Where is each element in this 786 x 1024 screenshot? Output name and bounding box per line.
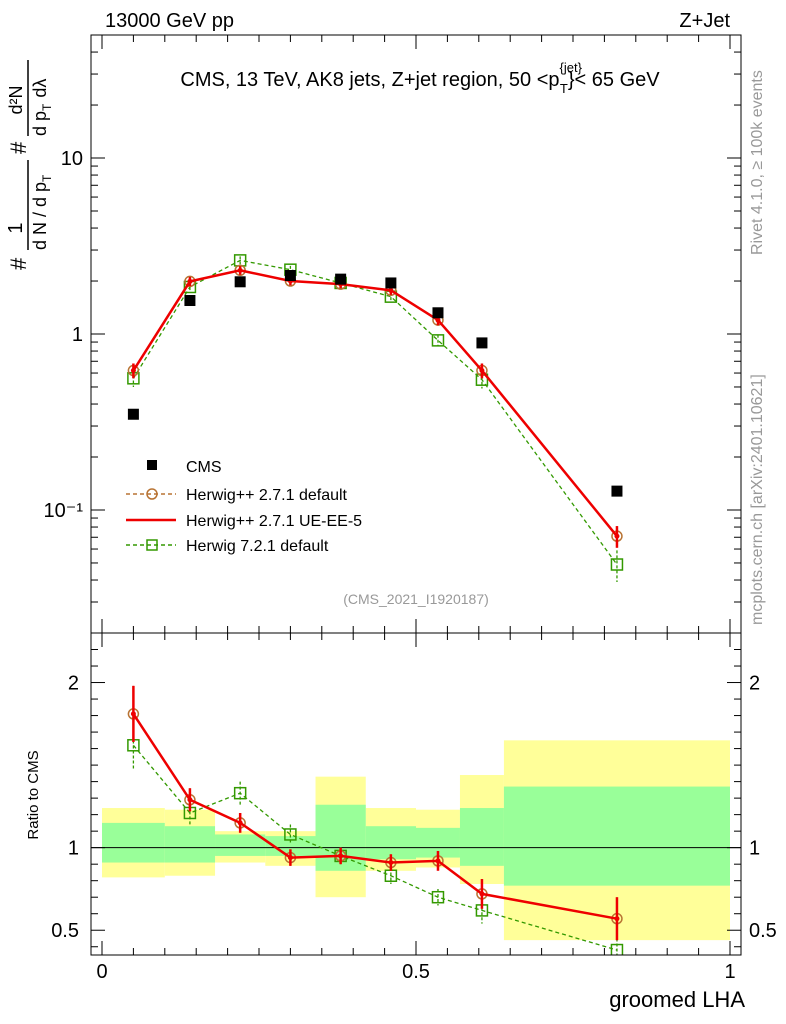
main-herwig-2-7-1-ue-ee-5-point bbox=[614, 533, 620, 539]
main-herwig-7-2-1-default-point bbox=[610, 558, 624, 571]
main-herwig-2-7-1-ue-ee-5-point bbox=[479, 368, 485, 374]
cms-data-point bbox=[284, 269, 296, 281]
legend-label-herwigpp-ueee5: Herwig++ 2.7.1 UE-EE-5 bbox=[186, 513, 362, 530]
x-axis-label: groomed LHA bbox=[609, 987, 745, 1012]
legend-label-cms: CMS bbox=[186, 459, 222, 476]
main-y-tick-label: 1 bbox=[72, 324, 83, 346]
ratio-green-band-bin bbox=[503, 786, 730, 886]
legend-marker-cms bbox=[147, 460, 157, 470]
main-y-tick-label: 10 bbox=[61, 148, 83, 170]
main-herwig-2-7-1-ue-ee-5-point bbox=[187, 278, 193, 284]
ratio-y-tick-label-right: 0.5 bbox=[749, 920, 777, 942]
ratio-y-tick-label-right: 2 bbox=[749, 673, 760, 695]
ratio-green-band-bin bbox=[265, 836, 316, 856]
legend-marker-herwig7 bbox=[146, 539, 158, 551]
ratio-herwig-2-7-1-ue-ee-5-point bbox=[479, 891, 485, 897]
legend-entry-herwigpp-ueee5: Herwig++ 2.7.1 UE-EE-5 bbox=[126, 513, 362, 530]
cms-data-point bbox=[127, 408, 139, 420]
ylabel-frac2-num: d²N bbox=[6, 85, 26, 114]
ylabel-frac1-den: d N / d pT bbox=[30, 174, 54, 250]
ratio-y-tick-label-right: 1 bbox=[749, 838, 760, 860]
ratio-herwig-2-7-1-ue-ee-5-point bbox=[237, 820, 243, 826]
legend-entry-herwigpp-default: Herwig++ 2.7.1 default bbox=[126, 487, 348, 504]
legend-entry-cms: CMS bbox=[147, 459, 222, 476]
cms-data-point bbox=[184, 295, 196, 307]
main-y-tick-label: 10⁻¹ bbox=[44, 500, 84, 522]
cms-data-point bbox=[335, 273, 347, 285]
ratio-ticks: 0 0.5 1 0.5 0.5 1 1 2 2 bbox=[51, 649, 777, 983]
main-herwig-2-7-1-ue-ee-5-point bbox=[237, 267, 243, 273]
ratio-herwig-2-7-1-ue-ee-5-point bbox=[614, 916, 620, 922]
ratio-herwig-7-2-1-default-point bbox=[284, 828, 297, 841]
ratio-herwig-2-7-1-ue-ee-5-point bbox=[287, 855, 293, 861]
legend-marker-herwigpp-default bbox=[146, 488, 158, 500]
cms-data-point bbox=[611, 485, 623, 497]
x-tick-label: 0 bbox=[96, 961, 107, 983]
ratio-herwig-2-7-1-ue-ee-5-point bbox=[435, 858, 441, 864]
main-herwig-2-7-1-ue-ee-5-point bbox=[388, 287, 394, 293]
cms-data-point bbox=[476, 337, 488, 349]
ratio-green-band-bin bbox=[215, 834, 266, 856]
analysis-watermark: (CMS_2021_I1920187) bbox=[343, 591, 489, 607]
legend-entry-herwig7: Herwig 7.2.1 default bbox=[126, 538, 329, 555]
legend: CMS Herwig++ 2.7.1 default Herwig++ 2.7.… bbox=[126, 459, 362, 555]
cms-data-point bbox=[385, 277, 397, 289]
ratio-plot-content bbox=[91, 685, 741, 955]
mcplots-label: mcplots.cern.ch [arXiv:2401.10621] bbox=[749, 374, 766, 625]
x-tick-label: 0.5 bbox=[402, 961, 430, 983]
legend-label-herwigpp-default: Herwig++ 2.7.1 default bbox=[186, 487, 348, 504]
x-tick-label: 1 bbox=[724, 961, 735, 983]
chart-title: CMS, 13 TeV, AK8 jets, Z+jet region, 50 … bbox=[180, 60, 660, 96]
cms-data-point bbox=[432, 307, 444, 319]
legend-label-herwig7: Herwig 7.2.1 default bbox=[186, 538, 329, 555]
ratio-herwig-2-7-1-ue-ee-5-point bbox=[187, 797, 193, 803]
ratio-green-band-bin bbox=[102, 822, 165, 863]
ratio-herwig-2-7-1-ue-ee-5-point bbox=[338, 853, 344, 859]
ratio-herwig-7-2-1-default-point bbox=[233, 786, 247, 800]
ratio-herwig-2-7-1-ue-ee-5-point bbox=[130, 711, 136, 717]
cms-data-point bbox=[234, 276, 246, 288]
ratio-herwig-7-2-1-default-point bbox=[610, 943, 624, 955]
main-plot-content bbox=[127, 254, 624, 582]
rivet-label: Rivet 4.1.0, ≥ 100k events bbox=[749, 70, 766, 255]
ratio-y-tick-label-left: 2 bbox=[68, 673, 79, 695]
ylabel-hash-1: # bbox=[6, 257, 31, 270]
main-herwig-2-7-1-ue-ee-5-point bbox=[130, 368, 136, 374]
main-ticks: 10⁻¹ 1 10 bbox=[44, 34, 741, 647]
main-panel: 10⁻¹ 1 10 CMS, 13 TeV, AK8 jets, Z+jet reg… bbox=[44, 34, 742, 647]
ratio-y-axis-label: Ratio to CMS bbox=[25, 750, 42, 839]
ylabel-frac1-num: 1 bbox=[5, 222, 27, 233]
main-y-axis-label: # 1 d N / d pT # d²N d pTdλ bbox=[5, 60, 54, 270]
ylabel-frac2-den: d pTdλ bbox=[30, 79, 54, 136]
ylabel-hash-2: # bbox=[6, 141, 31, 154]
ratio-herwig-7-2-1-default-point bbox=[431, 890, 445, 904]
ratio-y-tick-label-left: 1 bbox=[68, 838, 79, 860]
main-herwig-2-7-1-ue-ee-5-point bbox=[435, 317, 441, 323]
header-left: 13000 GeV pp bbox=[105, 10, 234, 32]
ratio-y-tick-label-left: 0.5 bbox=[51, 920, 79, 942]
ratio-green-band-bin bbox=[459, 808, 504, 866]
ratio-herwig-2-7-1-ue-ee-5-point bbox=[388, 860, 394, 866]
ratio-green-band-bin bbox=[164, 826, 216, 863]
header-right: Z+Jet bbox=[679, 10, 730, 32]
ratio-green-band-bin bbox=[365, 826, 416, 860]
main-herwig-7-2-1-default-point bbox=[431, 334, 445, 347]
ratio-panel: 0 0.5 1 0.5 0.5 1 1 2 2 Ratio to CMS bbox=[25, 632, 777, 983]
